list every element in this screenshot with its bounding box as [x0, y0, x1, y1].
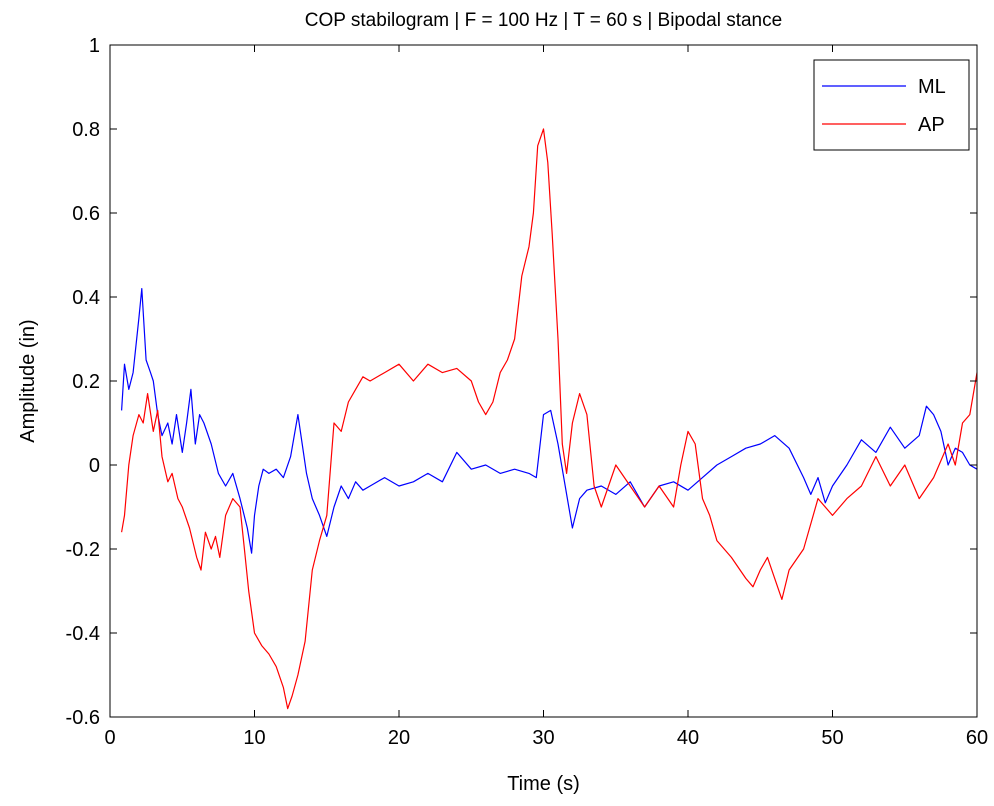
legend-label-ap: AP — [918, 114, 945, 136]
x-tick-label: 50 — [821, 727, 843, 749]
plot-area: 0 10 20 30 40 50 60 -0.6 -0.4 -0.2 0 0.2 0.4 0.6 0.8 1 — [66, 35, 989, 749]
y-tick-label: -0.6 — [66, 707, 100, 729]
series-line-ap — [121, 128, 978, 710]
series-layer — [121, 128, 978, 710]
y-tick-label: 0.8 — [72, 119, 100, 141]
x-axis-ticks: 0 10 20 30 40 50 60 — [104, 45, 988, 749]
x-tick-label: 20 — [388, 727, 410, 749]
y-tick-label: 0.4 — [72, 287, 100, 309]
series-line-ml — [121, 288, 978, 554]
x-tick-label: 0 — [104, 727, 115, 749]
y-tick-label: 0 — [89, 455, 100, 477]
y-axis-label: Amplitude (in) — [17, 319, 39, 442]
y-axis-ticks: -0.6 -0.4 -0.2 0 0.2 0.4 0.6 0.8 1 — [66, 35, 977, 729]
x-tick-label: 40 — [677, 727, 699, 749]
legend-label-ml: ML — [918, 76, 946, 98]
x-tick-label: 10 — [243, 727, 265, 749]
x-tick-label: 60 — [966, 727, 988, 749]
y-tick-label: -0.2 — [66, 539, 100, 561]
y-tick-label: 1 — [89, 35, 100, 57]
x-axis-label: Time (s) — [507, 773, 580, 795]
y-tick-label: 0.2 — [72, 371, 100, 393]
legend-box — [813, 59, 970, 151]
x-tick-label: 30 — [532, 727, 554, 749]
y-tick-label: -0.4 — [66, 623, 100, 645]
chart-title: COP stabilogram | F = 100 Hz | T = 60 s … — [305, 10, 782, 31]
y-tick-label: 0.6 — [72, 203, 100, 225]
legend: ML AP — [813, 59, 970, 151]
